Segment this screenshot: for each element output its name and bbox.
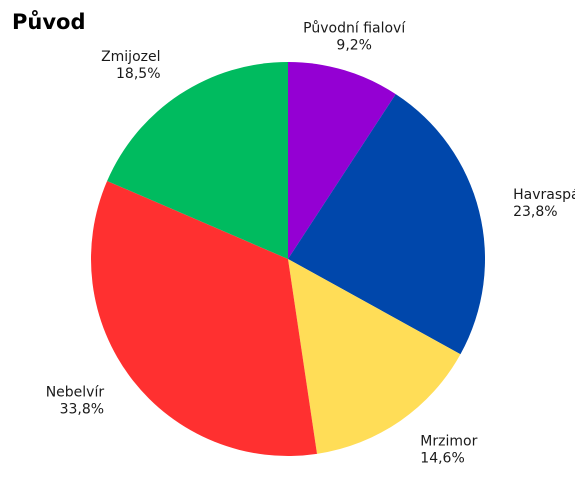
pie-slice-puvodni-fialovi <box>288 62 396 259</box>
pie-slice-havraspar <box>288 94 486 355</box>
pie-slice-zmijozel <box>107 62 288 259</box>
pie-slice-nebelvir <box>90 180 318 456</box>
slice-label-puvodni-fialovi: Původní fialoví <box>303 21 406 37</box>
pie-slices <box>90 62 486 456</box>
slice-value-nebelvir: 33,8% <box>60 401 104 417</box>
slice-label-nebelvir: Nebelvír <box>46 384 105 400</box>
slice-value-puvodni-fialovi: 9,2% <box>336 38 372 54</box>
slice-label-mrzimor: Mrzimor <box>420 434 477 450</box>
slice-label-havraspar: Havraspár <box>513 187 575 203</box>
slice-value-zmijozel: 18,5% <box>116 66 160 82</box>
slice-value-mrzimor: 14,6% <box>420 451 464 467</box>
slice-label-zmijozel: Zmijozel <box>101 49 160 65</box>
slice-value-havraspar: 23,8% <box>513 204 557 220</box>
pie-slice-mrzimor <box>288 259 461 454</box>
chart-title: Původ <box>12 10 86 34</box>
